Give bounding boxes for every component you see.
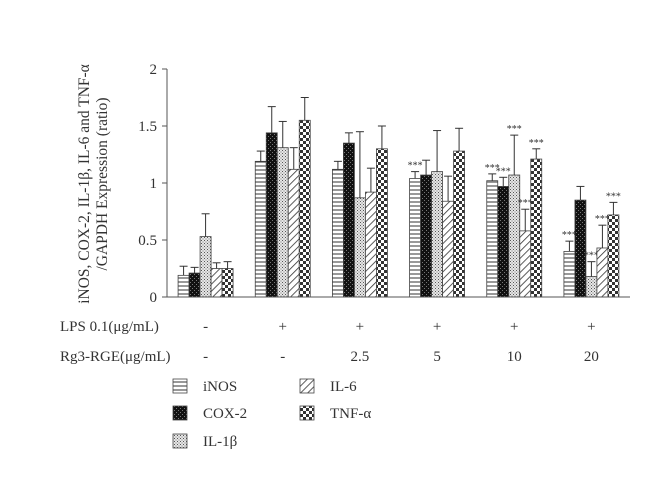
y-axis-label: iNOS, COX-2, IL-1β, IL-6 and TNF-α /GAPD… [76,64,111,304]
significance-label: *** [595,214,610,225]
y-tick-label: 1 [150,176,158,192]
legend-label: IL-6 [330,379,357,395]
lps-value: + [356,319,364,335]
bar-inos [332,168,344,298]
bar-cox2 [574,199,587,298]
significance-label: *** [485,163,500,174]
legend-swatch-tnf [299,405,315,421]
rg3-value: 2.5 [351,349,370,365]
bar-il6 [596,247,609,298]
rg3-value: 20 [584,349,599,365]
legend-swatch-il6 [299,378,315,394]
legend: iNOS COX-2 IL-1β IL-6 TNF-α [172,378,371,450]
legend-swatch-cox2 [172,405,188,421]
lps-value: - [203,319,208,335]
bar-il1 [199,236,212,298]
rg3-value: - [280,349,285,365]
legend-swatch-il1 [172,433,188,449]
bar-cox2 [343,142,355,298]
bar-tnf [376,148,388,298]
significance-label: *** [562,230,577,241]
bar-il6 [442,200,454,298]
bar-tnf [298,119,311,298]
bar-il1 [585,276,598,298]
bar-il1 [354,197,366,298]
bar-il1 [508,174,521,298]
significance-label: *** [529,138,544,149]
bar-il6 [519,230,532,298]
legend-swatch-inos [172,378,188,394]
bar-tnf [453,150,465,298]
condition-values: - - + - +2.5 +5 +10 +20 [203,319,599,365]
bar-tnf [607,214,620,298]
y-axis-label-line1: iNOS, COX-2, IL-1β, IL-6 and TNF-α [76,64,93,304]
lps-value: + [510,319,518,335]
rg3-row-label: Rg3-RGE(μg/mL) [60,349,171,365]
lps-row-label: LPS 0.1(μg/mL) [60,319,159,335]
significance-label: *** [518,198,533,209]
bar-il6 [210,268,223,298]
bar-cox2 [265,132,278,298]
bar-il1 [431,171,443,298]
y-tick-label: 0 [150,290,158,306]
bar-cox2 [497,186,510,298]
bar-inos [409,178,421,298]
bar-il6 [365,191,377,298]
lps-value: + [433,319,441,335]
legend-label: TNF-α [330,406,371,422]
bar-series: *** *************************** [177,97,621,298]
lps-value: + [587,319,595,335]
bar-inos [486,180,499,298]
rg3-value: 5 [433,349,441,365]
bar-inos [177,274,190,298]
significance-label: *** [606,191,621,202]
bar-tnf [221,268,234,298]
significance-label: *** [408,161,423,172]
legend-label: iNOS [203,379,237,395]
bar-cox2 [420,174,432,298]
bar-il6 [287,168,300,298]
rg3-value: - [203,349,208,365]
bar-tnf [530,158,543,298]
y-tick-label: 2 [150,62,158,78]
significance-label: *** [584,251,599,262]
y-tick-label: 0.5 [138,233,157,249]
y-tick-label: 1.5 [138,119,157,135]
legend-label: COX-2 [203,406,247,422]
significance-label: *** [496,166,511,177]
legend-label: IL-1β [203,434,237,450]
bar-il1 [276,147,289,298]
bar-cox2 [188,272,201,298]
bar-inos [563,250,576,298]
bar-inos [254,160,267,298]
y-axis-label-line2: /GAPDH Expression (ratio) [94,97,111,270]
significance-label: *** [507,124,522,135]
lps-value: + [279,319,287,335]
rg3-value: 10 [507,349,522,365]
y-axis-ticks: 0 0.5 1 1.5 2 [138,62,167,306]
